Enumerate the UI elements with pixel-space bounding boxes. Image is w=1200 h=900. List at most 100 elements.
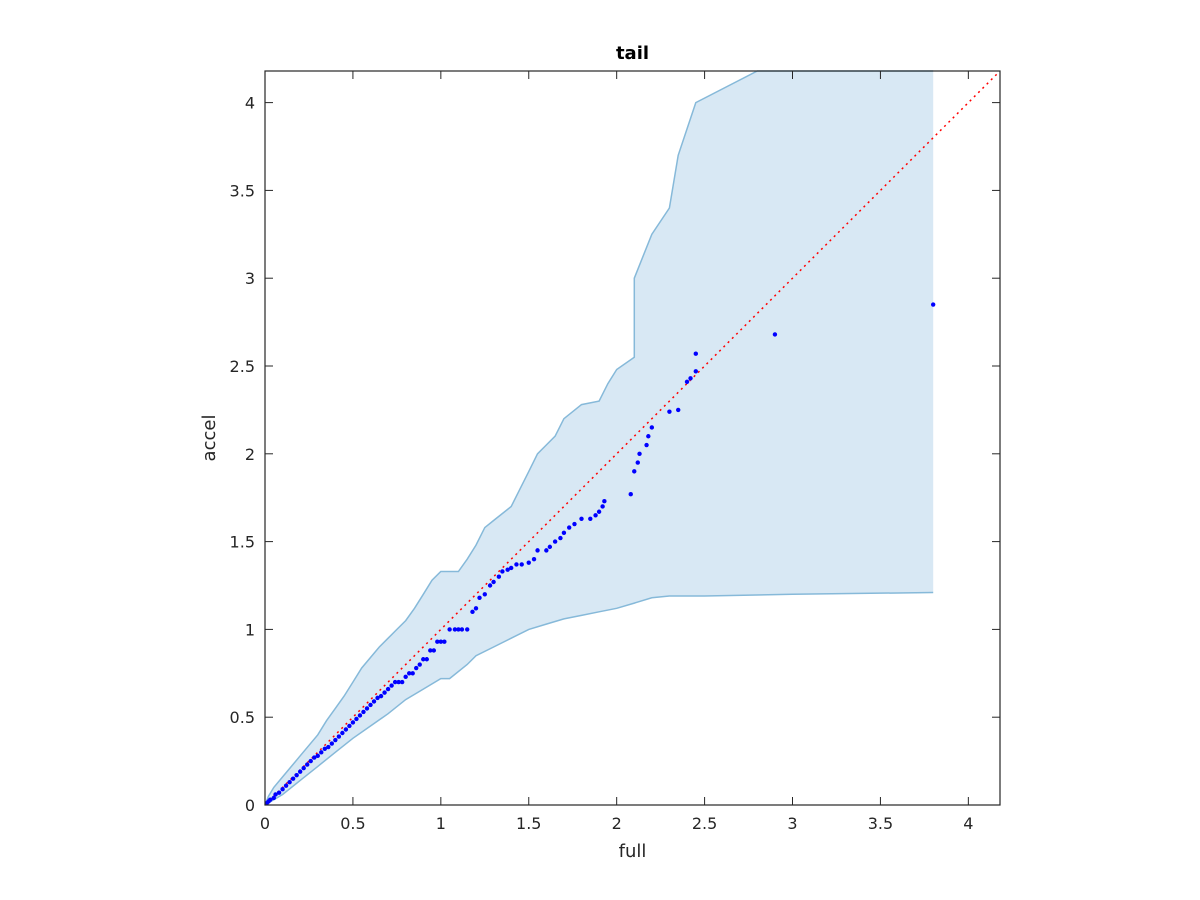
data-point — [375, 695, 380, 701]
data-point — [364, 706, 370, 711]
data-point — [392, 679, 398, 685]
data-point — [357, 713, 363, 718]
data-point — [396, 679, 401, 685]
data-point — [343, 727, 349, 732]
data-point — [382, 690, 387, 695]
data-point — [368, 702, 373, 708]
data-point — [399, 679, 405, 685]
y-tick-label: 1.5 — [230, 533, 255, 552]
data-point — [667, 409, 672, 414]
data-point — [602, 499, 607, 504]
data-point — [477, 595, 482, 600]
data-point — [424, 657, 429, 662]
data-point — [684, 379, 690, 385]
data-point — [544, 548, 549, 553]
confidence-band-fill — [265, 71, 934, 805]
y-tick-label: 4 — [245, 94, 255, 113]
data-point — [465, 627, 470, 632]
data-point — [319, 750, 324, 755]
data-point — [312, 755, 317, 760]
y-axis-ticks: 0 0.5 1 1.5 2 2.5 3 3.5 4 — [230, 94, 1000, 815]
data-point — [552, 539, 558, 544]
y-tick-label: 1 — [245, 620, 255, 639]
data-points — [264, 302, 936, 806]
data-point — [406, 671, 412, 676]
data-point — [693, 369, 699, 374]
data-point — [333, 737, 338, 743]
data-point — [579, 516, 584, 521]
data-point — [308, 758, 313, 764]
data-point — [588, 516, 593, 521]
y-tick-label: 3 — [245, 269, 255, 288]
data-point — [410, 671, 415, 676]
data-point — [347, 723, 352, 729]
data-point — [273, 792, 278, 797]
data-point — [646, 434, 651, 439]
data-point — [519, 562, 524, 567]
data-point — [572, 521, 577, 527]
data-point — [930, 302, 936, 307]
data-point — [378, 693, 384, 699]
data-point — [500, 569, 505, 574]
reference-diagonal-line — [264, 70, 1001, 806]
data-point — [452, 627, 458, 632]
x-tick-label: 1 — [436, 814, 446, 833]
data-point — [315, 753, 320, 759]
data-point — [496, 574, 502, 579]
data-point — [593, 513, 598, 518]
data-point — [442, 639, 447, 644]
data-point — [294, 772, 299, 778]
data-point — [326, 744, 331, 750]
x-tick-label: 0.5 — [340, 814, 365, 833]
data-point — [336, 734, 342, 739]
x-tick-label: 2.5 — [692, 814, 717, 833]
confidence-band-lower-edge — [264, 591, 934, 806]
data-point — [644, 442, 649, 448]
data-point — [491, 579, 496, 585]
data-point — [514, 562, 519, 567]
x-axis-label: full — [619, 841, 647, 862]
data-point — [301, 765, 306, 771]
data-point — [693, 351, 699, 356]
data-point — [350, 720, 356, 725]
data-point — [297, 769, 303, 774]
confidence-band-upper-edge — [264, 70, 934, 806]
data-point — [438, 639, 444, 644]
data-point — [547, 544, 553, 550]
x-tick-label: 1.5 — [516, 814, 541, 833]
data-point — [403, 674, 408, 680]
data-point — [287, 779, 292, 785]
data-point — [635, 460, 640, 465]
data-point — [482, 592, 487, 597]
x-tick-label: 4 — [963, 814, 973, 833]
data-point — [389, 683, 394, 688]
data-point — [531, 556, 537, 562]
data-point — [421, 657, 426, 662]
y-tick-label: 2.5 — [230, 357, 255, 376]
x-tick-label: 2 — [612, 814, 622, 833]
data-point — [632, 469, 637, 474]
data-point — [371, 699, 377, 704]
x-tick-label: 3.5 — [868, 814, 893, 833]
data-point — [290, 776, 296, 781]
y-tick-label: 0 — [245, 796, 255, 815]
y-tick-label: 3.5 — [230, 181, 255, 200]
x-axis-ticks: 0 0.5 1 1.5 2 2.5 3 3.5 4 — [260, 71, 973, 833]
data-point — [470, 609, 475, 615]
y-tick-label: 0.5 — [230, 708, 255, 727]
data-point — [535, 548, 540, 553]
data-point — [526, 560, 531, 565]
data-point — [276, 790, 282, 795]
data-point — [435, 639, 440, 644]
data-point — [637, 451, 642, 457]
data-point — [414, 665, 419, 671]
data-point — [561, 530, 567, 536]
data-point — [487, 583, 493, 588]
data-point — [431, 648, 437, 653]
data-point — [459, 627, 465, 632]
y-axis-label: accel — [199, 415, 220, 462]
data-point — [329, 741, 335, 746]
data-point — [271, 795, 276, 801]
data-point — [628, 491, 633, 497]
